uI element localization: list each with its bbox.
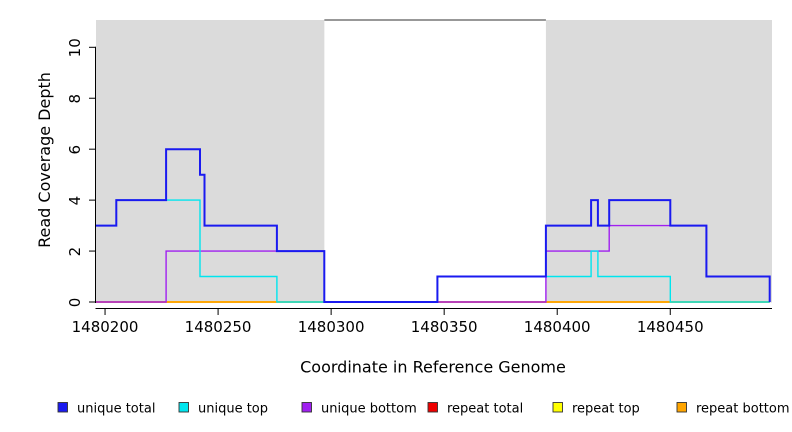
y-tick-label: 6	[66, 145, 84, 155]
legend-label: repeat total	[447, 402, 523, 417]
y-tick-label: 8	[66, 94, 84, 104]
legend-swatch-repeat-top	[552, 402, 563, 413]
y-tick-label: 4	[66, 196, 84, 206]
legend-item-repeat-top: repeat top	[552, 402, 640, 417]
legend-item-repeat-bottom: repeat bottom	[676, 402, 790, 417]
x-tick-label: 1480300	[298, 318, 365, 336]
y-tick-label: 0	[66, 298, 84, 308]
shaded-region-right	[545, 20, 772, 303]
plot-area: 0 2 4 6 8 10 1480200 1480250 1480300 1480350 14804…	[66, 19, 772, 336]
shaded-region-left	[96, 20, 325, 303]
legend-label: repeat top	[572, 402, 640, 417]
x-tick-label: 1480250	[185, 318, 252, 336]
legend-item-unique-bottom: unique bottom	[301, 402, 417, 417]
series-unique-total	[96, 148, 771, 303]
x-axis-title: Coordinate in Reference Genome	[300, 358, 566, 377]
legend-label: unique total	[77, 402, 155, 417]
y-tick-label: 2	[66, 247, 84, 257]
legend-item-unique-total: unique total	[57, 402, 155, 417]
y-axis-title: Read Coverage Depth	[35, 72, 54, 248]
x-tick-label: 1480200	[72, 318, 139, 336]
legend-item-repeat-total: repeat total	[427, 402, 523, 417]
legend-swatch-unique-bottom	[301, 402, 312, 413]
legend-swatch-unique-top	[178, 402, 189, 413]
y-tick-label: 10	[66, 38, 84, 57]
x-tick-label: 1480350	[411, 318, 478, 336]
legend-label: repeat bottom	[696, 402, 790, 417]
legend-label: unique bottom	[321, 402, 417, 417]
legend-swatch-repeat-bottom	[676, 402, 687, 413]
legend-label: unique top	[198, 402, 268, 417]
x-tick-label: 1480400	[524, 318, 591, 336]
legend-swatch-unique-total	[57, 402, 68, 413]
legend-swatch-repeat-total	[427, 402, 438, 413]
legend-item-unique-top: unique top	[178, 402, 268, 417]
legend: unique total unique top unique bottom repea…	[57, 402, 790, 417]
x-tick-label: 1480450	[637, 318, 704, 336]
